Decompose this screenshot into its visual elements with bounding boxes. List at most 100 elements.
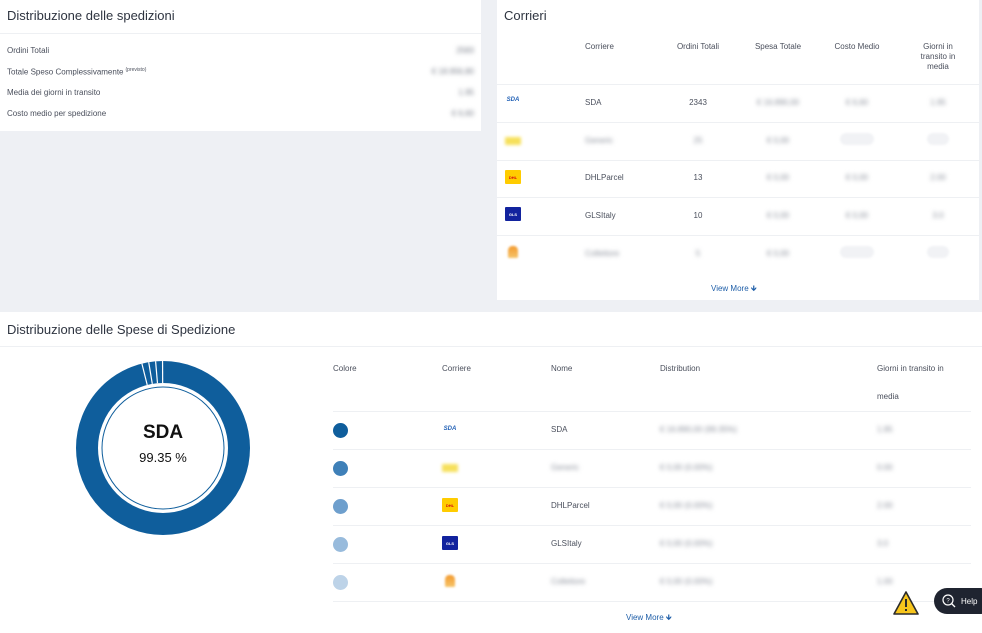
stat-row-total-spent: Totale Speso Complessivamente (previsto) … <box>7 67 474 81</box>
courier-transit <box>913 246 963 260</box>
col-header-spesa: Spesa Totale <box>754 42 802 51</box>
row-divider <box>497 235 979 236</box>
divider <box>0 33 481 34</box>
courier-spend: € 0,00 <box>766 173 790 182</box>
stat-label-text: Totale Speso Complessivamente <box>7 67 124 77</box>
courier-spend: € 0,00 <box>766 211 790 220</box>
sda-logo-icon: SDA <box>443 426 457 432</box>
donut-minor-slice-lines <box>141 360 164 386</box>
donut-slice-separator <box>141 363 148 386</box>
table-row[interactable]: Generic 25 € 0,00 <box>497 123 979 161</box>
col-header-ordini: Ordini Totali <box>676 42 720 51</box>
col-header-corriere: Corriere <box>585 42 614 51</box>
stat-label: Totale Speso Complessivamente (previsto) <box>7 67 146 77</box>
col-header-nome: Nome <box>551 364 573 373</box>
series-color-dot <box>333 461 348 476</box>
courier-orders: 25 <box>693 136 703 145</box>
courier-avg-cost: € 0,00 <box>845 211 869 220</box>
view-more-couriers-link[interactable]: View More 🡻 <box>711 284 757 293</box>
table-row[interactable]: Generic € 0,00 (0.00%) 0.00 <box>333 450 971 488</box>
blurred-value-pill <box>927 246 949 258</box>
couriers-title: Corrieri <box>504 8 547 23</box>
gls-logo-icon: GLS <box>505 207 521 221</box>
table-row[interactable]: Collettore 5 € 0,00 <box>497 236 979 274</box>
donut-hole <box>99 384 227 512</box>
row-divider <box>333 563 971 564</box>
courier-spend: € 0,00 <box>766 249 790 258</box>
stat-label: Media dei giorni in transito <box>7 88 101 97</box>
stat-label-sup: (previsto) <box>125 67 147 73</box>
courier-transit <box>913 133 963 147</box>
courier-transit: 0.00 <box>877 463 893 472</box>
table-row[interactable]: Collettore € 0,00 (0.00%) 1.00 <box>333 564 971 602</box>
courier-name: SDA <box>551 425 568 434</box>
help-button[interactable]: ? Help <box>934 588 982 614</box>
sda-logo-icon: SDA <box>506 97 520 103</box>
row-divider <box>497 197 979 198</box>
yellow-courier-logo-icon <box>442 464 458 472</box>
courier-avg-cost <box>827 133 887 147</box>
courier-name: Generic <box>585 136 614 145</box>
courier-transit: 3.0 <box>932 211 944 220</box>
shipments-distribution-card: Distribuzione delle spedizioni Ordini To… <box>0 0 481 131</box>
courier-distribution: € 0,00 (0.00%) <box>660 577 713 586</box>
courier-transit: 1.95 <box>930 98 946 107</box>
donut-inner-ring <box>101 386 225 510</box>
courier-distribution: € 0,00 (0.00%) <box>660 463 713 472</box>
blurred-value-pill <box>840 246 874 258</box>
help-icon: ? <box>942 594 956 608</box>
table-row[interactable]: DHL DHLParcel 13 € 0,00 € 0,00 2.00 <box>497 160 979 198</box>
courier-transit: 2.00 <box>930 173 946 182</box>
gls-logo-icon: GLS <box>442 536 458 550</box>
col-header-costo: Costo Medio <box>834 42 880 51</box>
other-courier-logo-icon <box>442 574 458 588</box>
row-divider <box>333 449 971 450</box>
series-color-dot <box>333 499 348 514</box>
table-row[interactable]: SDA SDA € 16.890,00 (99.35%) 1.95 <box>333 412 971 450</box>
table-row[interactable]: GLS GLSItaly 10 € 0,00 € 0,00 3.0 <box>497 198 979 236</box>
series-color-dot <box>333 575 348 590</box>
col-header-giorni-line2: media <box>877 392 899 401</box>
courier-spend: € 0,00 <box>766 136 790 145</box>
row-divider <box>497 122 979 123</box>
table-row[interactable]: DHL DHLParcel € 0,00 (0.00%) 2.00 <box>333 488 971 526</box>
shipments-distribution-title: Distribuzione delle spedizioni <box>7 8 175 23</box>
courier-name: Collettore <box>551 577 586 586</box>
courier-transit: 3.0 <box>877 539 889 548</box>
view-more-costs-link[interactable]: View More 🡻 <box>626 613 672 622</box>
col-header-colore: Colore <box>333 364 357 373</box>
donut-slice-separator <box>155 361 159 384</box>
table-row[interactable]: GLS GLSItaly € 0,00 (0.00%) 3.0 <box>333 526 971 564</box>
table-row[interactable]: SDA SDA 2343 € 16.890,00 € 6,60 1.95 <box>497 85 979 123</box>
courier-transit: 1.95 <box>877 425 893 434</box>
courier-spend: € 16.890,00 <box>756 98 800 107</box>
courier-orders: 13 <box>693 173 703 182</box>
series-color-dot <box>333 423 348 438</box>
courier-orders: 10 <box>693 211 703 220</box>
courier-distribution: € 16.890,00 (99.35%) <box>660 425 737 434</box>
warning-icon[interactable] <box>893 591 919 615</box>
col-header-giorni: Giorni in transito in media <box>920 42 956 71</box>
courier-name: Collettore <box>585 249 620 258</box>
blurred-value-pill <box>927 133 949 145</box>
stat-label: Ordini Totali <box>7 46 50 55</box>
row-divider <box>497 160 979 161</box>
series-color-dot <box>333 537 348 552</box>
courier-distribution: € 0,00 (0.00%) <box>660 539 713 548</box>
donut-center-percent: 99.35 % <box>139 450 187 465</box>
courier-name: SDA <box>585 98 602 107</box>
col-header-distribution: Distribution <box>660 364 701 373</box>
dhl-logo-icon: DHL <box>442 498 458 512</box>
help-label: Help <box>961 596 978 606</box>
donut-chart: SDA 99.35 % <box>75 360 251 536</box>
courier-name: DHLParcel <box>585 173 624 182</box>
courier-distribution: € 0,00 (0.00%) <box>660 501 713 510</box>
stat-label: Costo medio per spedizione <box>7 109 107 118</box>
courier-name: GLSItaly <box>551 539 582 548</box>
stat-value: € 18.956,80 <box>431 67 474 76</box>
col-header-giorni: Giorni in transito in <box>877 364 944 373</box>
stat-value: € 6,60 <box>451 109 474 118</box>
donut-svg <box>76 360 250 535</box>
stat-value: 1.95 <box>458 88 474 97</box>
courier-avg-cost: € 6,60 <box>845 98 869 107</box>
